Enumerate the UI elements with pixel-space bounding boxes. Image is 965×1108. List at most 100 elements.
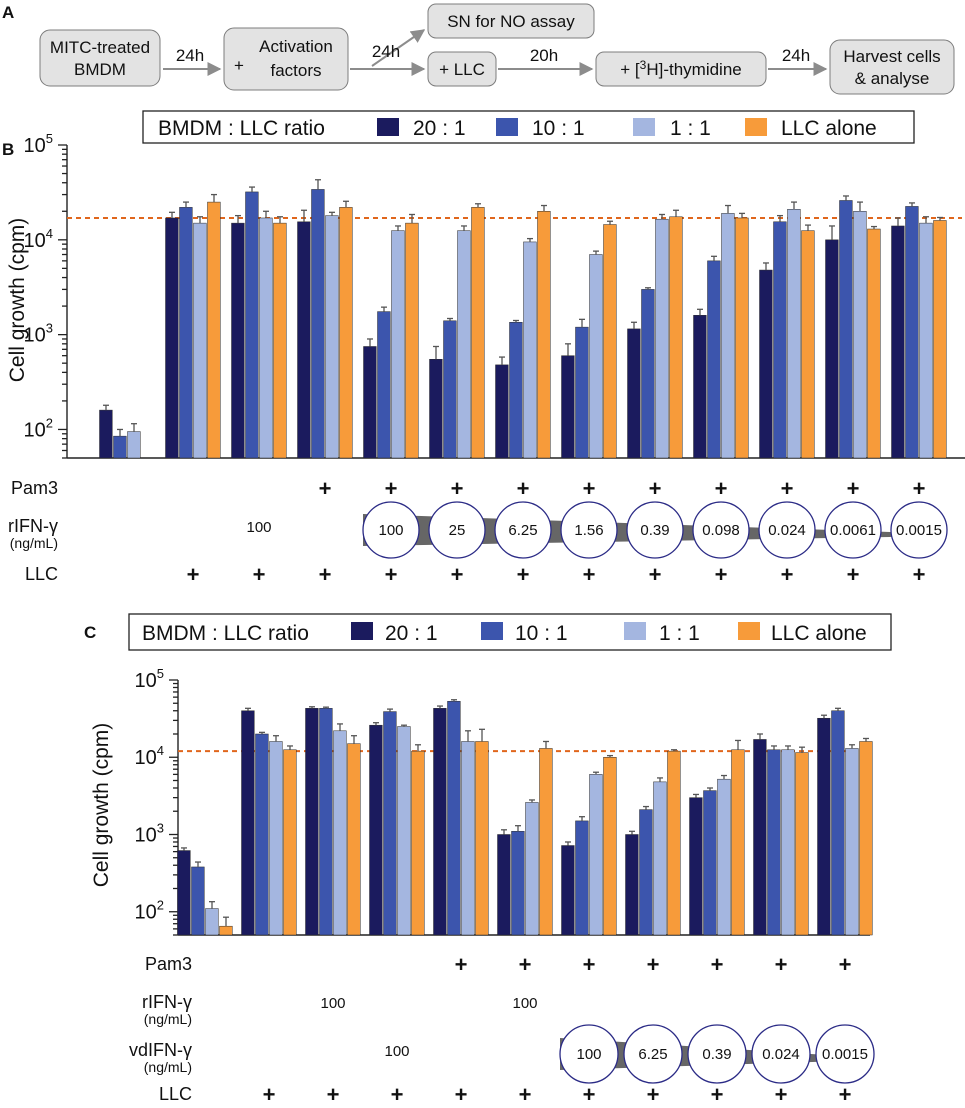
bar [853, 211, 867, 459]
bar [497, 834, 511, 936]
thymidine-sup: 3 [640, 58, 647, 72]
bar [537, 211, 551, 459]
bar [377, 311, 391, 459]
bar [523, 241, 537, 459]
dilution-value: 0.39 [640, 522, 669, 539]
dilution-value: 0.0061 [830, 522, 876, 539]
dilution-circle [428, 501, 486, 559]
plus-sign: + [647, 1082, 660, 1107]
y-tick-base: 10 [135, 824, 157, 846]
harvest-box [829, 39, 955, 95]
bar [801, 230, 815, 459]
bar [165, 217, 179, 459]
bar [561, 355, 575, 459]
bar [177, 850, 191, 936]
legend-swatch-1-1 [633, 118, 655, 136]
panel-b-legend: BMDM : LLC ratio 20 : 1 10 : 1 1 : 1 LLC… [142, 110, 915, 144]
arrow-3-label: 20h [530, 46, 558, 65]
bar [753, 739, 767, 936]
bar-group [753, 733, 809, 936]
y-tick-exp: 2 [46, 415, 53, 430]
bar [589, 774, 603, 936]
bar [273, 222, 287, 459]
bar [825, 239, 839, 459]
bar [363, 346, 377, 459]
plus-sign: + [385, 562, 398, 587]
bar [689, 797, 703, 936]
bar [817, 717, 831, 936]
plus-sign: + [839, 952, 852, 977]
y-tick-label: 102 [24, 415, 53, 441]
activation-box-line2: factors [270, 61, 321, 80]
plus-sign: + [583, 1082, 596, 1107]
bar-group [177, 847, 233, 936]
legend-box [142, 110, 915, 144]
row-sublabel: (ng/mL) [144, 1059, 192, 1075]
bar [603, 224, 617, 459]
y-tick-label: 102 [135, 898, 164, 924]
bar [795, 752, 809, 936]
bar [191, 866, 205, 936]
y-tick-base: 10 [24, 135, 46, 157]
plus-sign: + [715, 562, 728, 587]
bar [179, 207, 193, 459]
panel-a-workflow: A MITC-treated BMDM + Activation factors… [2, 3, 955, 95]
bar [639, 809, 653, 936]
plus-sign: + [711, 1082, 724, 1107]
legend-swatch-c-20-1 [351, 622, 373, 640]
row-label: LLC [25, 564, 58, 584]
bar-group [305, 706, 361, 936]
bar-group [369, 708, 425, 936]
dilution-circle [559, 1024, 619, 1084]
dilution-value: 0.098 [702, 522, 740, 539]
harvest-box-line2: & analyse [855, 69, 930, 88]
thymidine-box [595, 51, 767, 87]
bar-group [825, 195, 881, 459]
y-tick-exp: 4 [46, 226, 53, 241]
bar [443, 320, 457, 459]
bar [127, 431, 141, 459]
dilution-circle [494, 501, 552, 559]
plus-sign: + [781, 562, 794, 587]
y-tick-base: 10 [24, 419, 46, 441]
bmdm-box-line2: BMDM [74, 60, 126, 79]
plus-sign: + [583, 562, 596, 587]
plus-sign: + [451, 562, 464, 587]
dilution-value: 0.39 [702, 1046, 731, 1063]
bar [113, 435, 127, 459]
legend-swatch-c-llc-alone [738, 622, 760, 640]
y-tick-base: 10 [135, 747, 157, 769]
bar-group [891, 202, 947, 459]
y-tick-base: 10 [135, 670, 157, 692]
panel-c-legend: BMDM : LLC ratio 20 : 1 10 : 1 1 : 1 LLC… [128, 613, 892, 651]
y-tick-exp: 3 [157, 820, 164, 835]
bar-group [241, 707, 297, 936]
dilution-value: 0.024 [768, 522, 806, 539]
bar-group [625, 749, 681, 936]
dose-value: 100 [512, 995, 537, 1012]
legend-swatch-20-1 [377, 118, 399, 136]
bar [653, 781, 667, 936]
bar [759, 269, 773, 459]
dilution-value: 0.0015 [822, 1046, 868, 1063]
bar [655, 218, 669, 459]
row-label: Pam3 [145, 954, 192, 974]
bmdm-box-line1: MITC-treated [50, 38, 150, 57]
bar [475, 741, 489, 936]
bar [721, 213, 735, 459]
y-tick-label: 105 [24, 131, 53, 157]
bar [905, 206, 919, 459]
bar-group [497, 740, 553, 936]
legend-label-llc-alone: LLC alone [781, 117, 877, 140]
llc-box-text: + LLC [439, 60, 485, 79]
plus-sign: + [455, 952, 468, 977]
bar [859, 741, 873, 936]
y-tick-exp: 2 [157, 898, 164, 913]
legend-swatch-c-1-1 [624, 622, 646, 640]
bar [703, 790, 717, 936]
panel-c-ylabel: Cell growth (cpm) [90, 723, 113, 888]
plus-sign: + [385, 476, 398, 501]
plus-sign: + [847, 476, 860, 501]
row-label: Pam3 [11, 478, 58, 498]
y-tick-label: 104 [135, 743, 164, 769]
